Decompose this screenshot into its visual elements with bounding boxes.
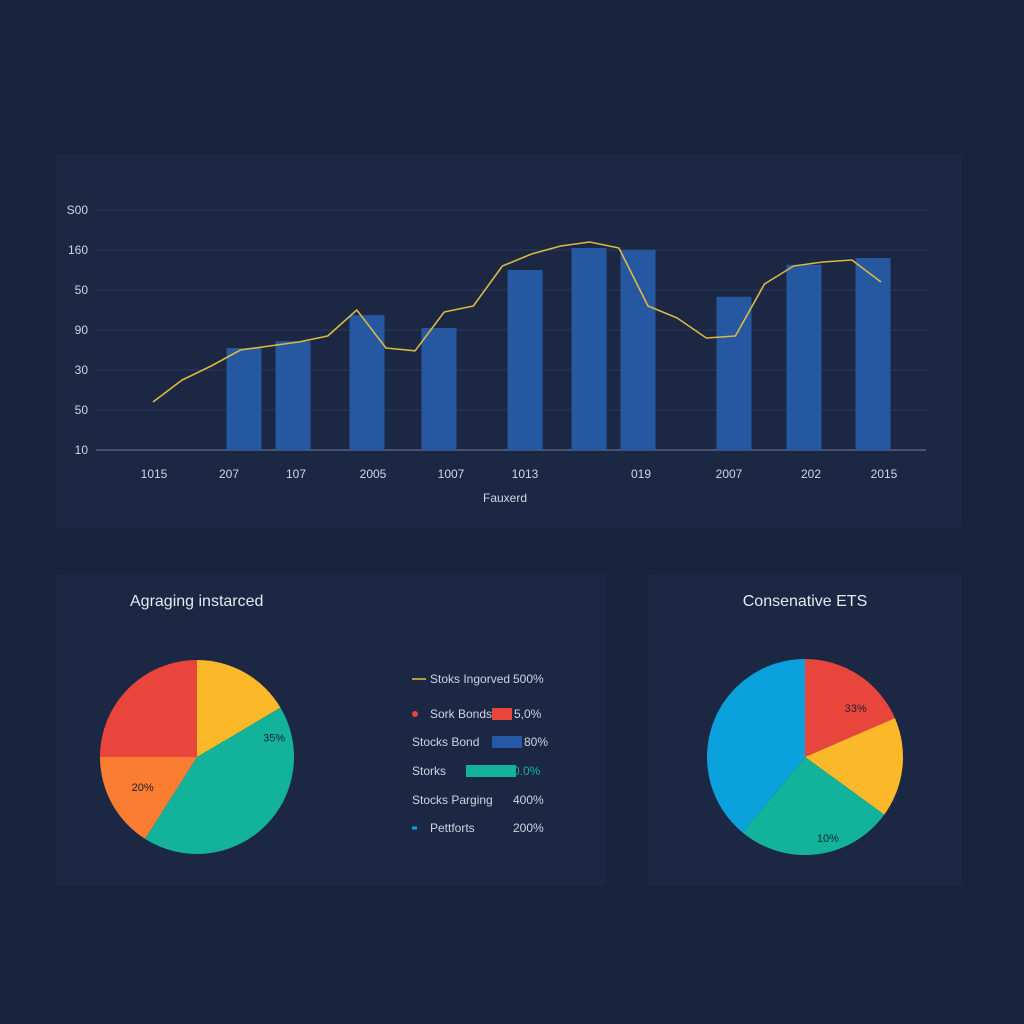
legend-value: 80% (524, 735, 548, 749)
x-tick-label: 202 (801, 467, 821, 481)
x-tick-label: 1007 (438, 467, 465, 481)
aggressive-pie-chart: Agraging instarced 35%20%Stoks Ingorved 5… (100, 593, 548, 855)
legend-label: Sork Bonds (430, 707, 492, 721)
aggressive-allocation-panel: Agraging instarced 35% 20% Stoks Ingorved 5… (56, 574, 606, 886)
legend-dash-marker (412, 826, 417, 830)
legend-bar (492, 736, 522, 748)
bar (786, 264, 822, 450)
legend-label: Stocks Parging (412, 793, 493, 807)
pie-slice-label: 33% (845, 703, 867, 715)
legend-label: Stoks Ingorved (430, 672, 510, 686)
legend-label: Storks (412, 764, 446, 778)
legend-value: 0.0% (513, 764, 541, 778)
legend-dot-marker (412, 711, 418, 717)
trend-line (152, 241, 882, 403)
x-tick-label: 2007 (716, 467, 743, 481)
y-tick-label: S00 (67, 203, 89, 217)
legend-bar (492, 708, 512, 720)
x-tick-label: 2015 (871, 467, 898, 481)
pie-slice (145, 707, 295, 855)
pie-slice (742, 757, 885, 855)
y-tick-label: 10 (75, 443, 89, 457)
pie2-title: Consenative ETS (743, 593, 868, 610)
pie-slice-label: 35% (263, 732, 285, 744)
pie-slice (197, 660, 281, 757)
legend-label: Pettforts (430, 821, 475, 835)
x-tick-label: 1015 (141, 467, 168, 481)
bar (571, 248, 607, 450)
x-tick-label: 2005 (360, 467, 387, 481)
bar (855, 258, 891, 450)
bar (226, 348, 262, 450)
conservative-allocation-panel: Consenative ETS 33% 10% (648, 574, 962, 886)
y-tick-label: 50 (75, 283, 89, 297)
pie-slice (805, 718, 903, 815)
bar (716, 296, 752, 450)
y-tick-label: 90 (75, 323, 89, 337)
pie-slice (706, 659, 805, 833)
y-tick-label: 160 (68, 243, 88, 257)
legend-bar (466, 765, 516, 777)
pie-slice (100, 660, 197, 757)
x-axis-label: Fauxerd (483, 491, 527, 505)
legend-value: 400% (513, 793, 544, 807)
bar (620, 250, 656, 450)
x-tick-label: 107 (286, 467, 306, 481)
x-tick-label: 1013 (512, 467, 539, 481)
x-tick-label: 019 (631, 467, 651, 481)
legend-label: Stocks Bond (412, 735, 479, 749)
bar (507, 270, 543, 450)
bar (349, 315, 385, 450)
y-tick-label: 30 (75, 363, 89, 377)
legend-value: 200% (513, 821, 544, 835)
pie-slice (805, 659, 895, 757)
x-tick-label: 207 (219, 467, 239, 481)
pie-slice-label: 10% (817, 833, 839, 845)
pie1-title: Agraging instarced (130, 593, 263, 610)
legend-value: 5,0% (514, 707, 542, 721)
bar (421, 328, 457, 450)
pie-slice-label: 20% (132, 782, 154, 794)
pie-slice (100, 757, 197, 839)
conservative-pie-chart: Consenative ETS 33% 10% (706, 593, 903, 855)
bar (275, 341, 311, 450)
bar-line-chart: 10 50 30 90 50 160 S00 1015 207 107 2005 1007 1013 01… (67, 203, 926, 505)
legend-value: 500% (513, 672, 544, 686)
y-tick-label: 50 (75, 403, 89, 417)
bar-line-chart-panel: 10 50 30 90 50 160 S00 1015 207 107 2005 1007 1013 01… (56, 154, 962, 528)
